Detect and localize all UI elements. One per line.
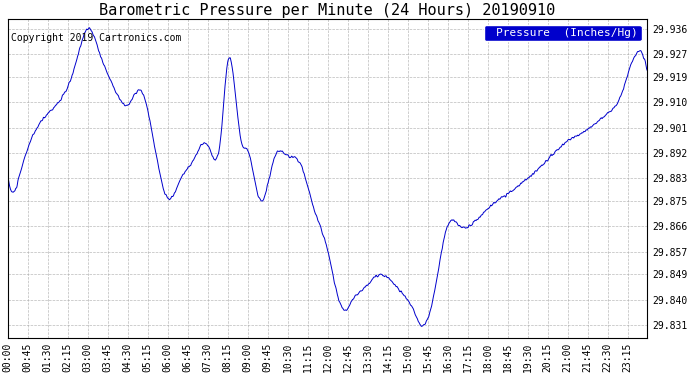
Legend: Pressure  (Inches/Hg): Pressure (Inches/Hg) (484, 24, 642, 41)
Text: Copyright 2019 Cartronics.com: Copyright 2019 Cartronics.com (11, 33, 181, 44)
Title: Barometric Pressure per Minute (24 Hours) 20190910: Barometric Pressure per Minute (24 Hours… (99, 3, 555, 18)
